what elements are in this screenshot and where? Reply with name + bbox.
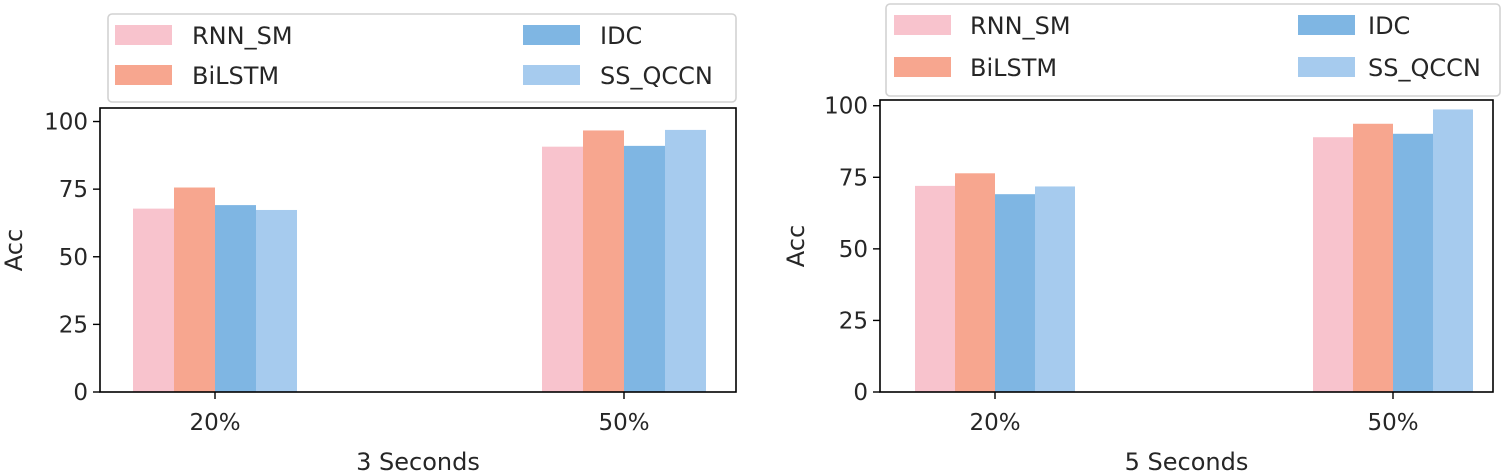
- legend-label-idc: IDC: [1368, 12, 1410, 40]
- bar-ss_qccn-50pct: [1433, 109, 1473, 393]
- y-tick-label: 0: [73, 380, 88, 406]
- y-axis-title: Acc: [782, 225, 810, 267]
- bar-rnn_sm-50pct: [542, 146, 583, 392]
- plot-frame: [879, 99, 1494, 393]
- bar-idc-20pct: [215, 205, 256, 392]
- legend-swatch-bilstm: [115, 65, 172, 85]
- y-axis-title: Acc: [0, 229, 28, 271]
- x-tick-label: 50%: [1367, 410, 1418, 436]
- y-tick-label: 100: [824, 94, 868, 120]
- legend-label-rnn_sm: RNN_SM: [192, 22, 293, 50]
- legend-label-rnn_sm: RNN_SM: [970, 12, 1071, 40]
- legend-label-idc: IDC: [600, 22, 642, 50]
- bar-rnn_sm-50pct: [1313, 137, 1353, 392]
- bar-idc-50pct: [624, 145, 665, 392]
- bar-ss_qccn-20pct: [256, 209, 297, 392]
- legend-label-bilstm: BiLSTM: [970, 54, 1057, 82]
- x-tick-label: 20%: [189, 410, 240, 436]
- legend-swatch-ss_qccn: [1298, 57, 1355, 77]
- x-tick-label: 20%: [969, 410, 1020, 436]
- bar-rnn_sm-20pct: [915, 185, 955, 392]
- x-axis-title: 5 Seconds: [1125, 448, 1249, 472]
- legend-swatch-rnn_sm: [894, 15, 951, 35]
- legend-swatch-idc: [1298, 15, 1355, 35]
- bar-idc-20pct: [995, 194, 1035, 392]
- y-tick-label: 25: [59, 312, 88, 338]
- bar-bilstm-20pct: [174, 187, 215, 392]
- legend-swatch-idc: [523, 25, 580, 45]
- legend-label-ss_qccn: SS_QCCN: [600, 62, 713, 90]
- y-tick-label: 75: [839, 165, 868, 191]
- y-tick-label: 100: [44, 110, 88, 136]
- bar-bilstm-20pct: [955, 173, 995, 392]
- y-tick-label: 50: [839, 237, 868, 263]
- legend: RNN_SM BiLSTM IDC SS_QCCN: [107, 13, 737, 103]
- bar-idc-50pct: [1393, 133, 1433, 392]
- legend-swatch-rnn_sm: [115, 25, 172, 45]
- chart-2: 0 25 50 75 100 20% 50% 5 Seconds Acc RNN_SM BiLSTM…: [782, 3, 1501, 472]
- y-tick-label: 50: [59, 245, 88, 271]
- x-axis-title: 3 Seconds: [356, 448, 480, 472]
- bar-rnn_sm-20pct: [133, 208, 174, 392]
- legend-swatch-bilstm: [894, 57, 951, 77]
- bar-ss_qccn-20pct: [1035, 186, 1075, 392]
- legend: RNN_SM BiLSTM IDC SS_QCCN: [885, 3, 1501, 97]
- chart-1: 0 25 50 75 100 20% 50% 3 Seconds Acc RNN_SM BiLSTM…: [0, 13, 737, 472]
- legend-label-bilstm: BiLSTM: [192, 62, 279, 90]
- y-tick-label: 75: [59, 177, 88, 203]
- y-tick-label: 0: [853, 380, 868, 406]
- legend-label-ss_qccn: SS_QCCN: [1368, 54, 1481, 82]
- bar-bilstm-50pct: [1353, 123, 1393, 392]
- bar-ss_qccn-50pct: [665, 129, 706, 392]
- x-tick-label: 50%: [598, 410, 649, 436]
- plot-frame: [99, 107, 737, 393]
- y-tick-label: 25: [839, 308, 868, 334]
- bar-bilstm-50pct: [583, 130, 624, 392]
- legend-swatch-ss_qccn: [523, 65, 580, 85]
